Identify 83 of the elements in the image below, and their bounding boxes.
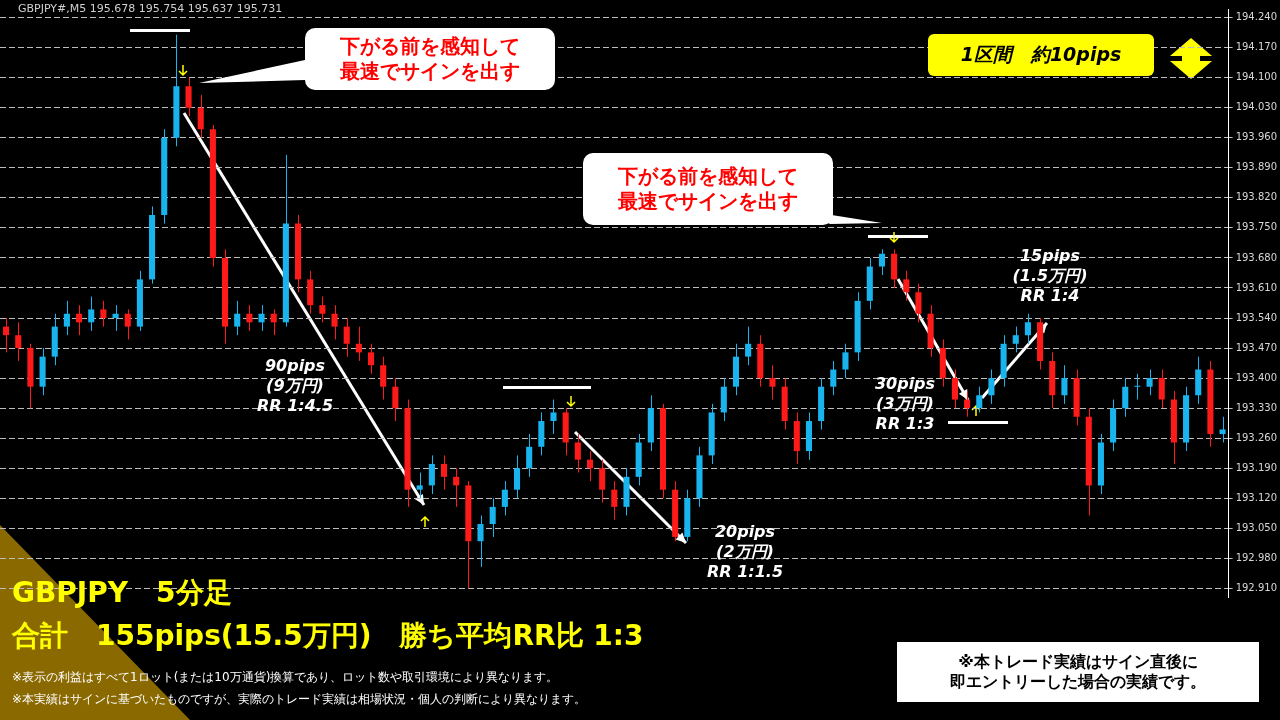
y-tick-label: 193.260	[1235, 431, 1278, 443]
candlestick	[234, 300, 241, 336]
candlestick	[270, 308, 277, 336]
candlestick	[830, 360, 837, 396]
y-tick-label: 193.610	[1235, 281, 1278, 293]
annotation: GBPJPY#,M5 195.678 195.754 195.637 195.731	[18, 2, 283, 15]
candlestick	[1134, 373, 1141, 401]
candlestick	[988, 369, 995, 405]
candlestick	[392, 377, 399, 422]
candlestick	[124, 308, 131, 340]
candlestick	[88, 296, 95, 332]
y-tick-label: 192.980	[1235, 551, 1278, 563]
candlestick	[964, 390, 971, 418]
annotation: 下がる前を感知して最速でサインを出す	[340, 34, 520, 84]
note-box: ※本トレード実績はサイン直後に即エントリーした場合の実績です。	[897, 642, 1259, 702]
candlestick	[611, 480, 618, 521]
candlestick	[1158, 369, 1165, 409]
candlestick	[915, 283, 922, 323]
candlestick	[586, 450, 594, 482]
candlestick	[477, 514, 484, 568]
candlestick	[258, 304, 265, 332]
y-tick-label: 193.820	[1235, 191, 1278, 203]
candlestick	[453, 467, 460, 508]
candlestick	[574, 433, 581, 474]
candlestick	[1146, 369, 1153, 396]
y-tick-label: 193.050	[1235, 521, 1278, 533]
candlestick	[1061, 364, 1068, 405]
candlestick	[63, 300, 70, 336]
candlestick	[197, 94, 204, 139]
candlestick	[76, 304, 83, 336]
text: ※本実績はサインに基づいたものですが、実際のトレード実績は相場状況・個人の判断により異なります。	[12, 692, 587, 706]
annotation: 30pips (3万円) RR 1:3	[874, 374, 936, 433]
y-tick-label: 194.100	[1235, 71, 1278, 83]
y-tick-label: 193.680	[1235, 251, 1278, 263]
y-tick-label: 193.750	[1235, 221, 1278, 233]
y-tick-label: 194.030	[1235, 101, 1278, 113]
y-tick-label: 194.240	[1235, 11, 1278, 23]
y-tick-label: 193.400	[1235, 371, 1278, 383]
y-tick-label: 193.120	[1235, 491, 1278, 503]
candlestick	[1024, 313, 1031, 345]
y-tick-label: 193.190	[1235, 461, 1278, 473]
candlestick	[842, 343, 849, 379]
y-tick-label: 193.960	[1235, 131, 1278, 143]
candlestick	[501, 480, 508, 516]
candlestick	[550, 399, 557, 435]
y-tick-label: 194.170	[1235, 41, 1278, 53]
candlestick	[428, 454, 435, 495]
candlestick	[185, 77, 192, 117]
candlestick	[355, 326, 362, 362]
candlestick	[380, 356, 387, 401]
candlestick	[903, 270, 910, 302]
y-tick-label: 193.540	[1235, 311, 1278, 323]
candlestick	[489, 497, 496, 538]
candlestick	[15, 321, 22, 362]
label-box: 1区間 約10pips	[928, 34, 1154, 76]
candlestick	[100, 300, 107, 328]
candlestick	[343, 317, 350, 358]
candlestick	[1122, 377, 1129, 418]
candlestick	[745, 326, 752, 366]
y-tick-label: 192.910	[1235, 582, 1278, 594]
candlestick	[331, 304, 338, 340]
candlestick	[599, 459, 606, 504]
text: ※表示の利益はすべて1ロット(または10万通貨)換算であり、ロット数や取引環境により異なります。	[12, 670, 559, 684]
y-tick-label: 193.890	[1235, 161, 1278, 173]
candlestick	[440, 454, 448, 491]
y-tick-label: 193.470	[1235, 341, 1278, 353]
candlestick	[1219, 416, 1226, 443]
candlestick	[319, 296, 326, 323]
candlestick	[3, 317, 10, 353]
candlestick	[513, 454, 521, 499]
candlestick	[112, 304, 119, 332]
annotation: 1区間 約10pips	[960, 43, 1122, 67]
candlestick	[769, 364, 776, 401]
candlestick	[878, 248, 885, 276]
candlestick	[1012, 326, 1019, 353]
candlestick	[951, 369, 958, 409]
candlestick	[976, 386, 983, 413]
candlestick	[367, 343, 375, 375]
text: 合計 155pips(15.5万円) 勝ち平均RR比 1:3	[12, 618, 644, 654]
annotation: 下がる前を感知して最速でサインを出す	[618, 164, 798, 214]
candlestick	[526, 433, 533, 478]
candlestick	[246, 304, 253, 332]
y-tick-label: 193.330	[1235, 401, 1278, 413]
